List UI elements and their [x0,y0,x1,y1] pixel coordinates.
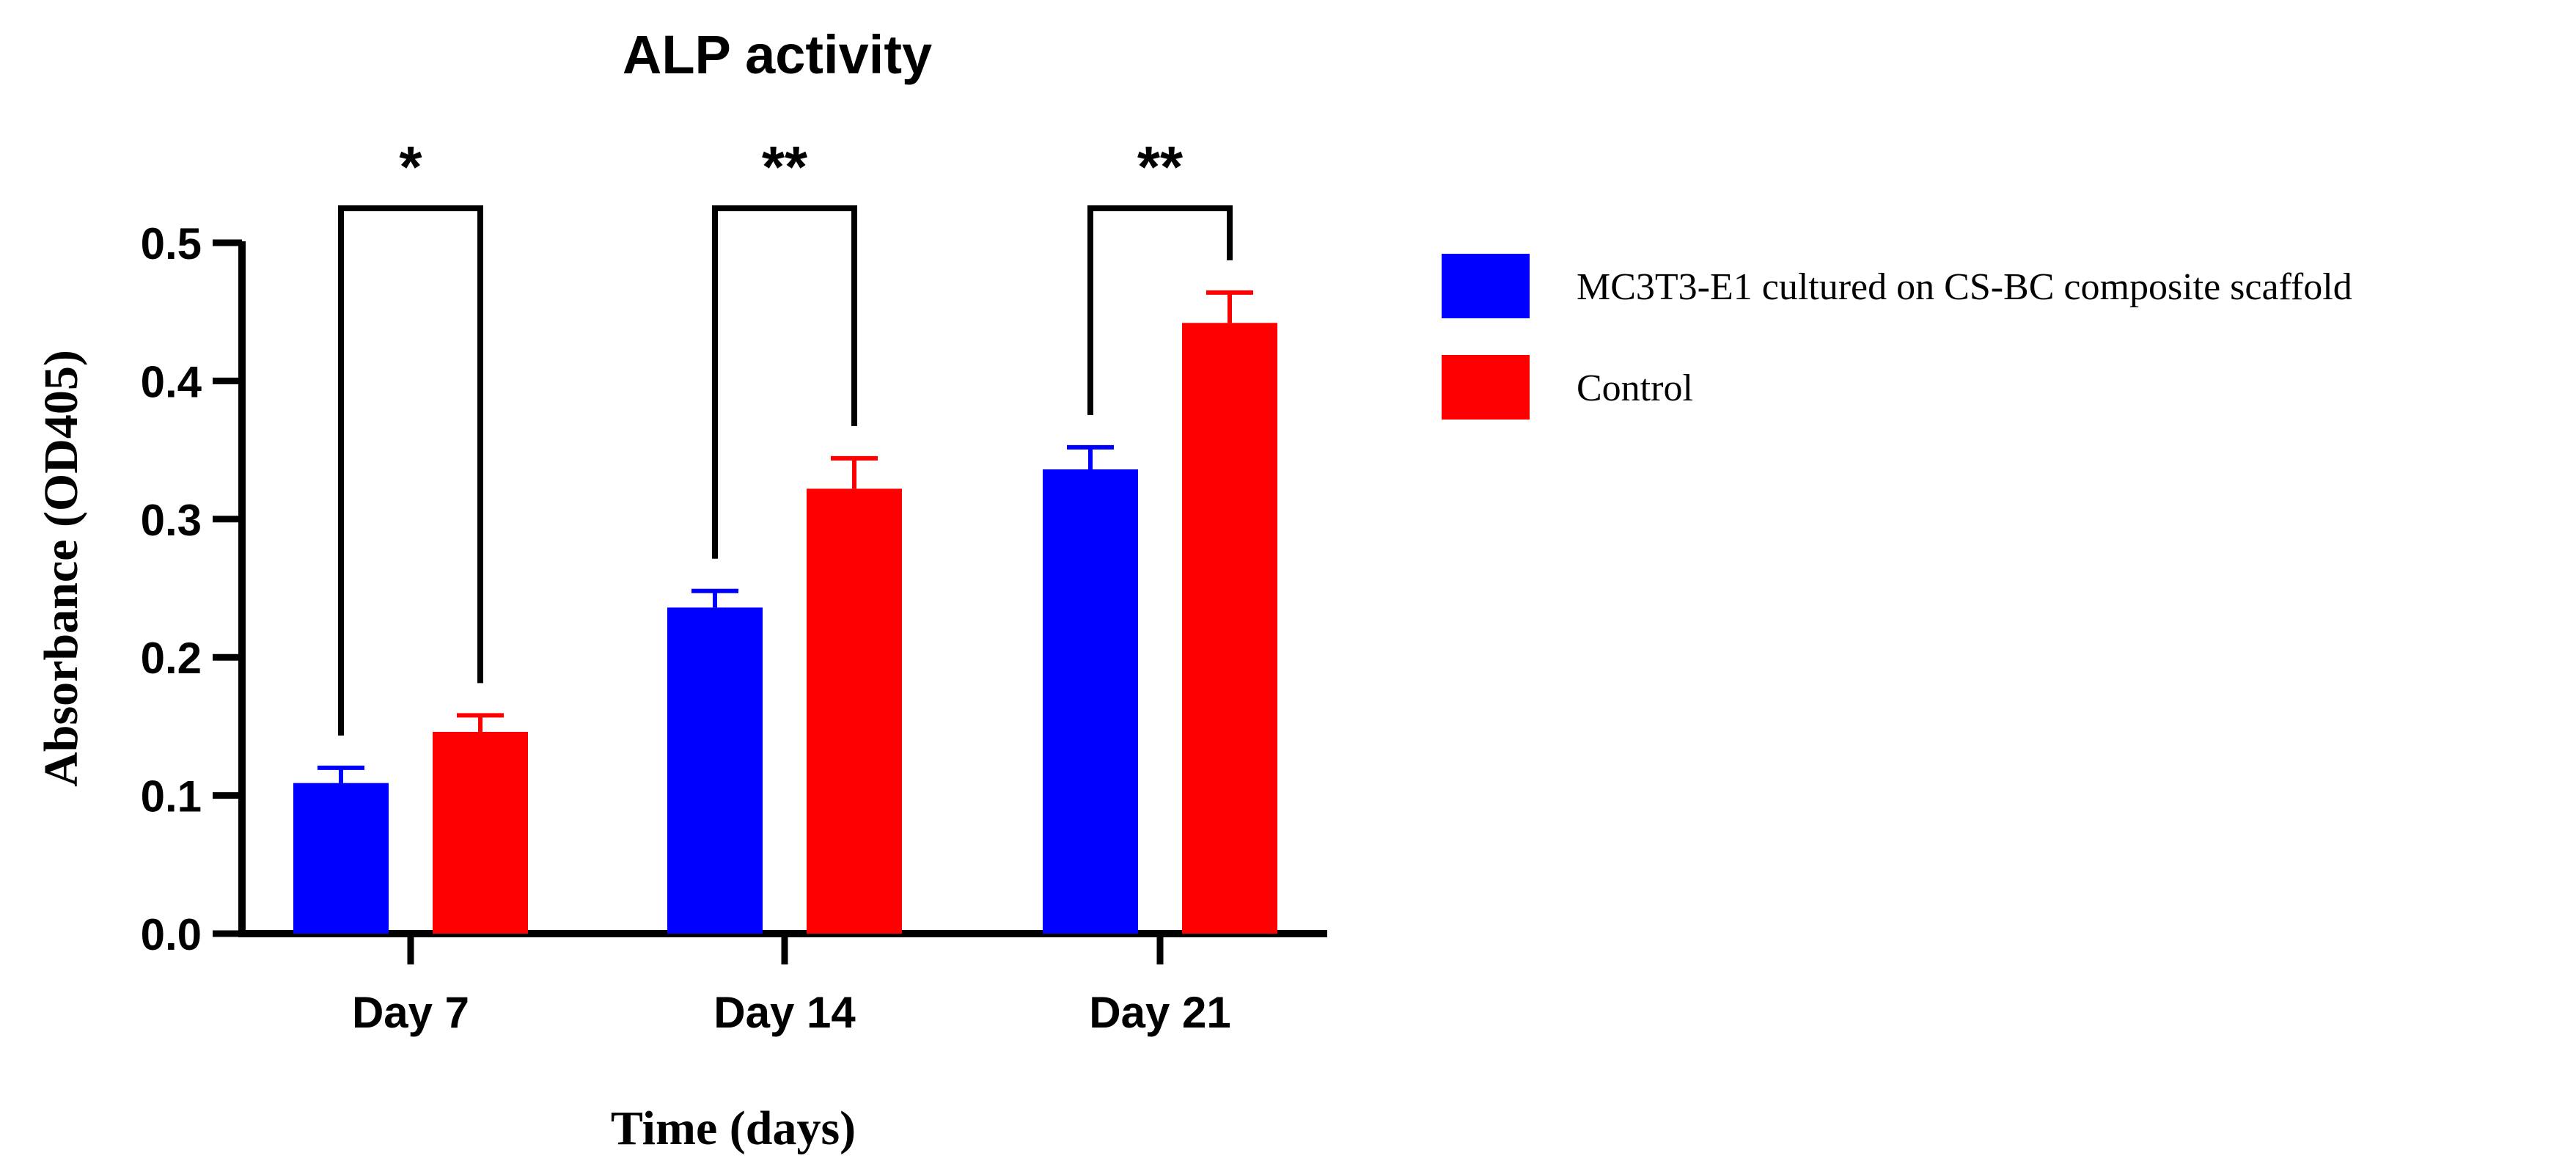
y-tick-label: 0.0 [141,910,202,959]
x-tick-label: Day 7 [352,988,469,1037]
legend: MC3T3-E1 cultured on CS-BC composite sca… [1442,254,2352,420]
legend-swatch-control [1442,355,1530,420]
significance-label: * [399,134,422,199]
legend-label-control: Control [1577,367,1693,409]
y-tick-label: 0.5 [141,219,202,268]
x-tick-label: Day 21 [1089,988,1230,1037]
legend-swatch-scaffold [1442,254,1530,318]
y-tick-label: 0.1 [141,772,202,821]
x-axis-label: Time (days) [611,1102,856,1155]
legend-label-scaffold: MC3T3-E1 cultured on CS-BC composite sca… [1577,266,2352,308]
y-tick-label: 0.4 [141,357,202,406]
significance-label: ** [1137,134,1184,199]
bar-control [1182,323,1277,934]
bar-control [807,488,902,934]
y-tick-label: 0.3 [141,496,202,545]
chart-title: ALP activity [623,24,932,85]
significance-bracket [338,205,483,736]
x-tick-label: Day 14 [713,988,856,1037]
significance-label: ** [762,134,808,199]
bar-control [433,731,528,934]
y-axis-label: Absorbance (OD405) [34,350,88,787]
plot-area: 0.0 0.1 0.2 0.3 0.4 0.5 Day 7 * Day 14 ** Day 21 ** [141,134,1327,1037]
bar-scaffold [1043,469,1138,934]
y-tick-label: 0.2 [141,634,202,683]
significance-bracket [712,205,857,559]
bar-scaffold [667,607,763,934]
significance-bracket [1087,205,1233,415]
bar-scaffold [293,783,389,934]
